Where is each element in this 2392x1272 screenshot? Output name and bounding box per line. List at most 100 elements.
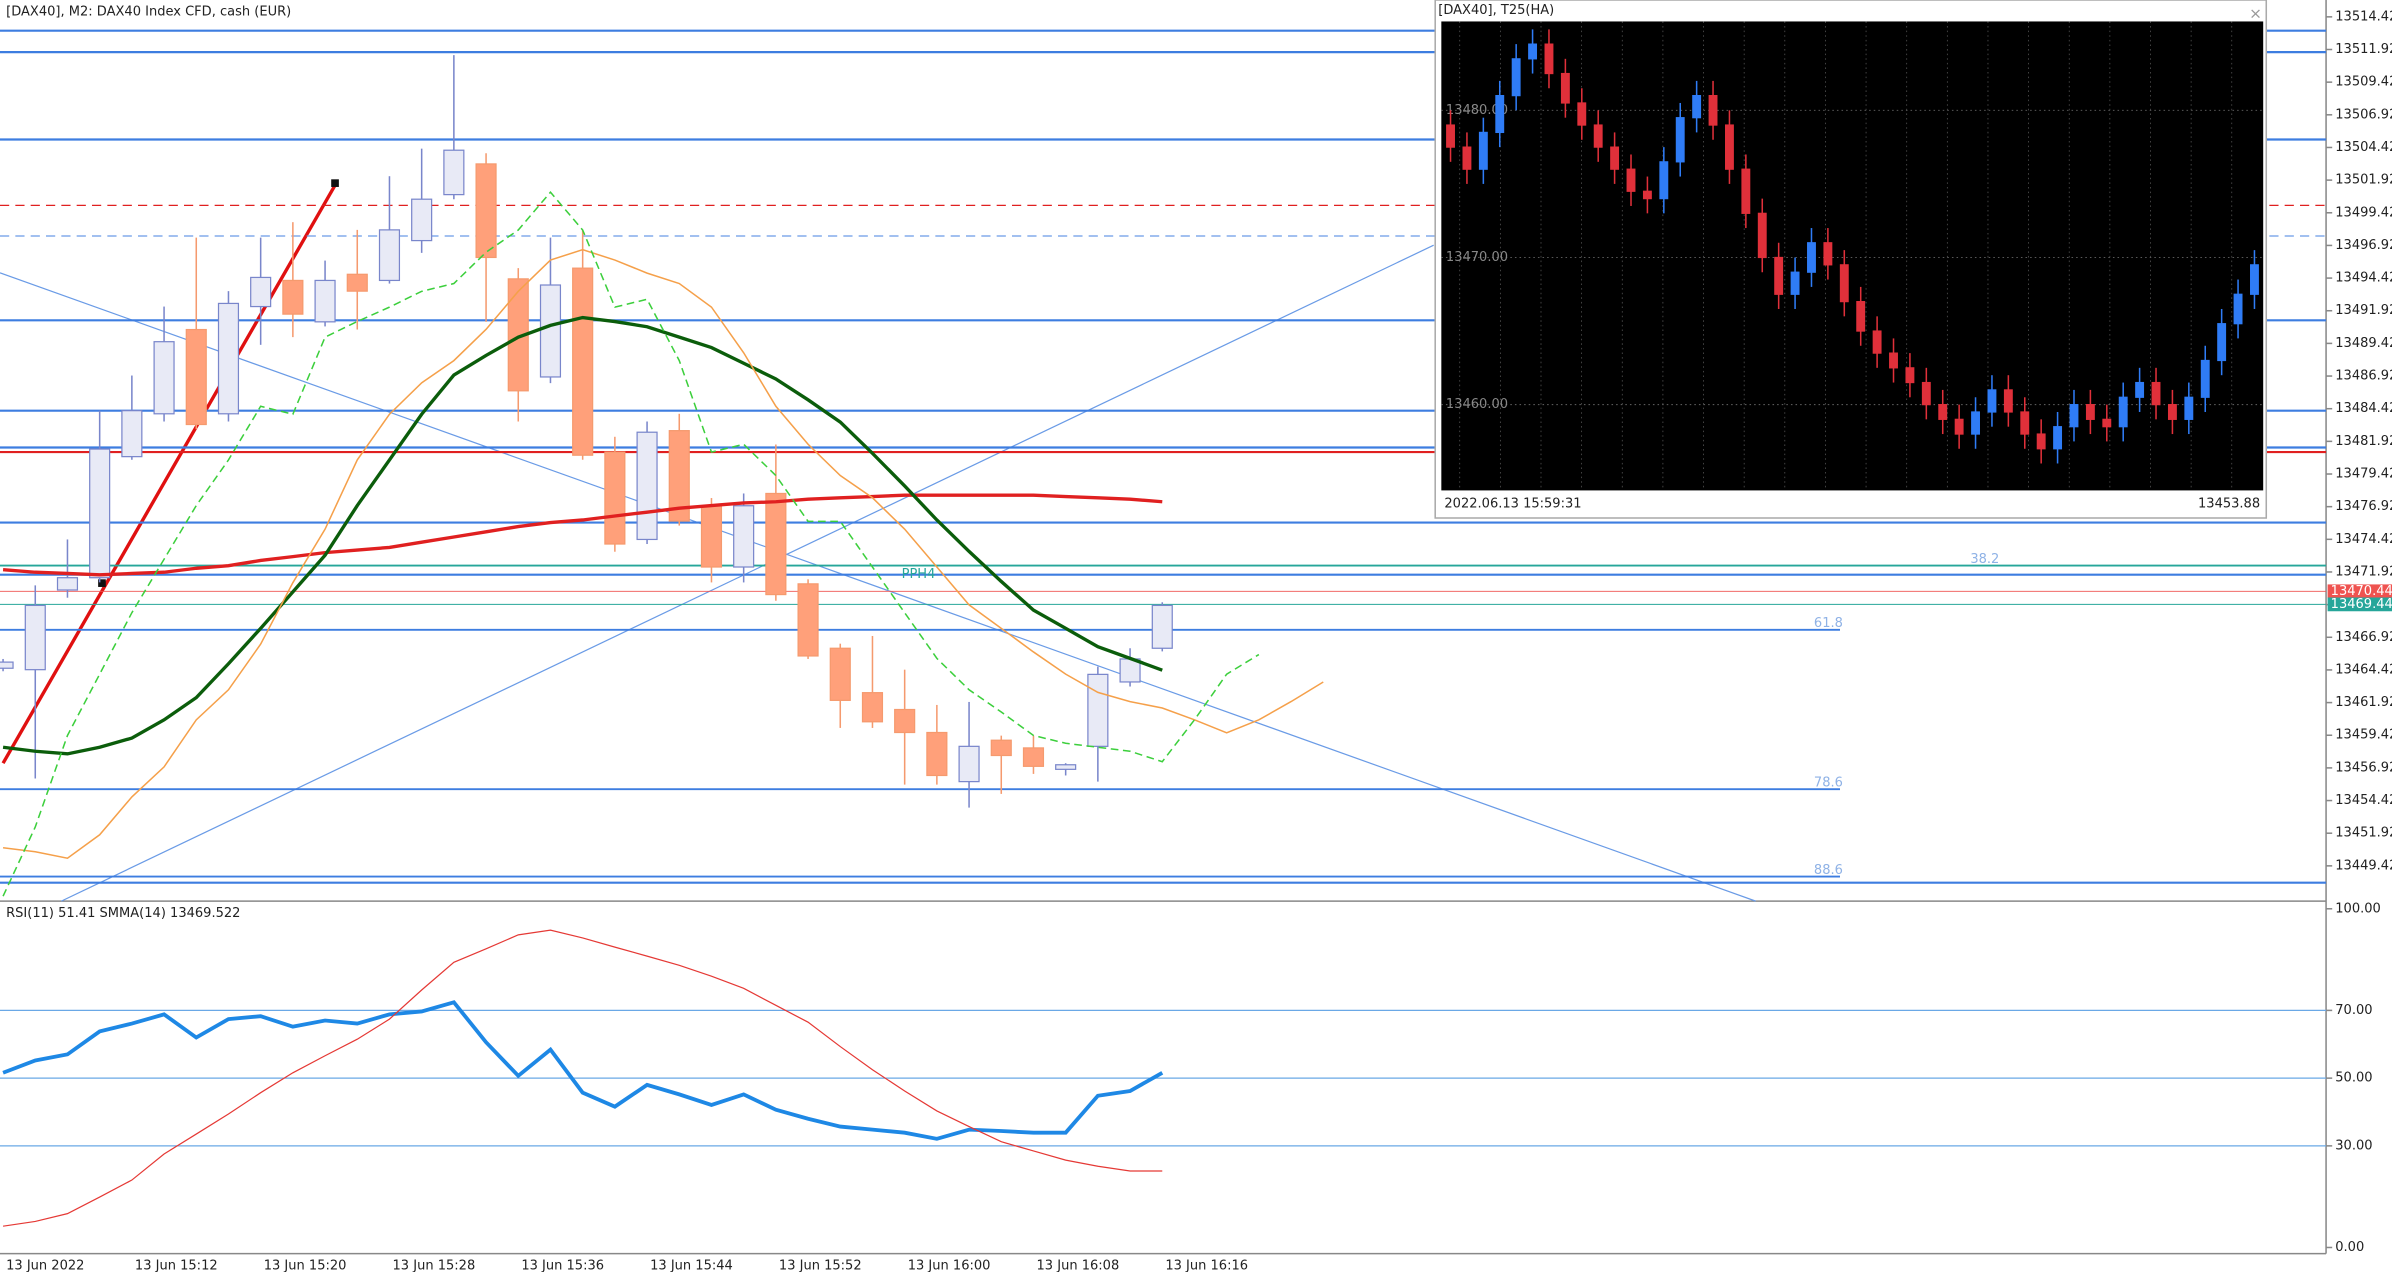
candle-body — [2167, 404, 2177, 420]
y-tick-label: 13504.42 — [2335, 140, 2392, 155]
candle-body — [121, 410, 143, 458]
close-button[interactable]: × — [2249, 4, 2262, 22]
indicator-line — [2, 1000, 1164, 1141]
anchor-point — [98, 579, 106, 587]
candle-body — [1022, 747, 1045, 767]
candle-body — [1889, 352, 1898, 369]
level-name: PPH4 — [902, 567, 936, 582]
candle-body — [1462, 146, 1472, 170]
y-tick-label: 13511.92 — [2335, 42, 2392, 57]
candle-body — [1790, 271, 1800, 295]
inset-window: [DAX40], T25(HA) × 2022.06.13 15:59:31 1… — [1434, 0, 2268, 519]
candle-body — [1642, 190, 1652, 200]
y-tick-label: 13474.42 — [2335, 532, 2392, 547]
candle-body — [2085, 404, 2095, 420]
candle-body — [958, 745, 980, 783]
candle-body — [217, 302, 240, 415]
candle-body — [1544, 43, 1554, 75]
candle-body — [1692, 95, 1702, 119]
inset-footer-price: 13453.88 — [2198, 497, 2260, 512]
y-tick-label: 13454.42 — [2335, 793, 2392, 808]
candle-body — [765, 492, 787, 596]
candle-body — [861, 692, 884, 723]
y-tick-label: 13501.92 — [2335, 173, 2392, 188]
y-tick-label: 13471.92 — [2335, 564, 2392, 579]
price-tag-label: 13470.44 — [2331, 584, 2392, 599]
candle-body — [475, 163, 497, 259]
candle-body — [2036, 433, 2046, 450]
candle-body — [1954, 418, 1964, 435]
y-tick-label: 30.00 — [2335, 1138, 2372, 1153]
candle-body — [700, 505, 723, 568]
y-tick-label: 13476.92 — [2335, 499, 2392, 514]
candle-body — [1446, 124, 1455, 148]
candle-body — [2069, 404, 2079, 428]
x-tick-label: 13 Jun 16:16 — [1165, 1258, 1248, 1272]
candle-body — [2020, 411, 2030, 435]
indicator-line — [2, 190, 1260, 897]
price-tag-label: 13469.44 — [2331, 597, 2392, 612]
candle-body — [1872, 330, 1882, 354]
indicator-title: RSI(11) 51.41 SMMA(14) 13469.522 — [6, 906, 240, 921]
fibo-label: 61.8 — [1814, 616, 1843, 631]
y-tick-label: 13499.42 — [2335, 205, 2392, 220]
y-tick-label: 13496.92 — [2335, 238, 2392, 253]
candle-body — [2053, 426, 2063, 450]
y-tick-label: 13461.92 — [2335, 695, 2392, 710]
indicator-line — [2, 493, 1163, 577]
candle-body — [797, 583, 819, 657]
candle-body — [153, 341, 175, 415]
candle-body — [604, 451, 626, 545]
y-tick-label: 13491.92 — [2335, 303, 2392, 318]
y-tick-label: 13514.42 — [2335, 9, 2392, 24]
candle-body — [2233, 293, 2243, 325]
y-tick-label: 13481.92 — [2335, 434, 2392, 449]
y-tick-label: 13494.42 — [2335, 271, 2392, 286]
y-tick-label: 0.00 — [2335, 1240, 2364, 1255]
inset-y-label: 13460.00 — [1446, 397, 1508, 412]
x-tick-label: 13 Jun 2022 — [6, 1258, 84, 1272]
inset-title: [DAX40], T25(HA) — [1438, 3, 1554, 18]
anchor-point — [331, 179, 339, 187]
candle-body — [1087, 673, 1109, 747]
candle-body — [2135, 381, 2145, 398]
y-tick-label: 50.00 — [2335, 1071, 2372, 1086]
x-tick-label: 13 Jun 15:28 — [393, 1258, 476, 1272]
candle-body — [378, 229, 401, 282]
candle-body — [2217, 323, 2227, 362]
candle-body — [443, 149, 465, 196]
chart-title: [DAX40], M2: DAX40 Index CFD, cash (EUR) — [6, 5, 291, 20]
candle-body — [539, 284, 562, 378]
candle-body — [2184, 396, 2194, 420]
candle-body — [2102, 418, 2112, 428]
candle-body — [1577, 102, 1587, 126]
y-tick-label: 100.00 — [2335, 901, 2381, 916]
x-tick-label: 13 Jun 15:52 — [779, 1258, 862, 1272]
candle-body — [926, 731, 948, 777]
indicator-line — [2, 929, 1163, 1227]
y-tick-label: 13479.42 — [2335, 467, 2392, 482]
price-tag — [2327, 584, 2392, 599]
trend-line — [61, 244, 1434, 902]
x-tick-label: 13 Jun 16:08 — [1037, 1258, 1120, 1272]
candle-body — [1675, 117, 1685, 163]
y-tick-label: 13509.42 — [2335, 75, 2392, 90]
x-tick-label: 13 Jun 15:20 — [264, 1258, 347, 1272]
candle-body — [636, 431, 658, 541]
candle-body — [282, 279, 304, 315]
y-tick-label: 13466.92 — [2335, 630, 2392, 645]
candle-body — [894, 708, 916, 734]
candle-body — [1478, 131, 1488, 170]
candle-body — [0, 661, 14, 669]
candle-body — [1560, 72, 1570, 104]
trend-line-red — [1, 183, 338, 765]
candle-body — [24, 604, 46, 671]
candle-body — [1938, 404, 1948, 420]
candle-body — [2200, 359, 2210, 398]
candle-body — [1610, 146, 1620, 170]
inset-y-label: 13480.00 — [1446, 103, 1508, 118]
candle-body — [56, 577, 79, 591]
candle-body — [1987, 389, 1997, 413]
y-tick-label: 13489.42 — [2335, 336, 2392, 351]
